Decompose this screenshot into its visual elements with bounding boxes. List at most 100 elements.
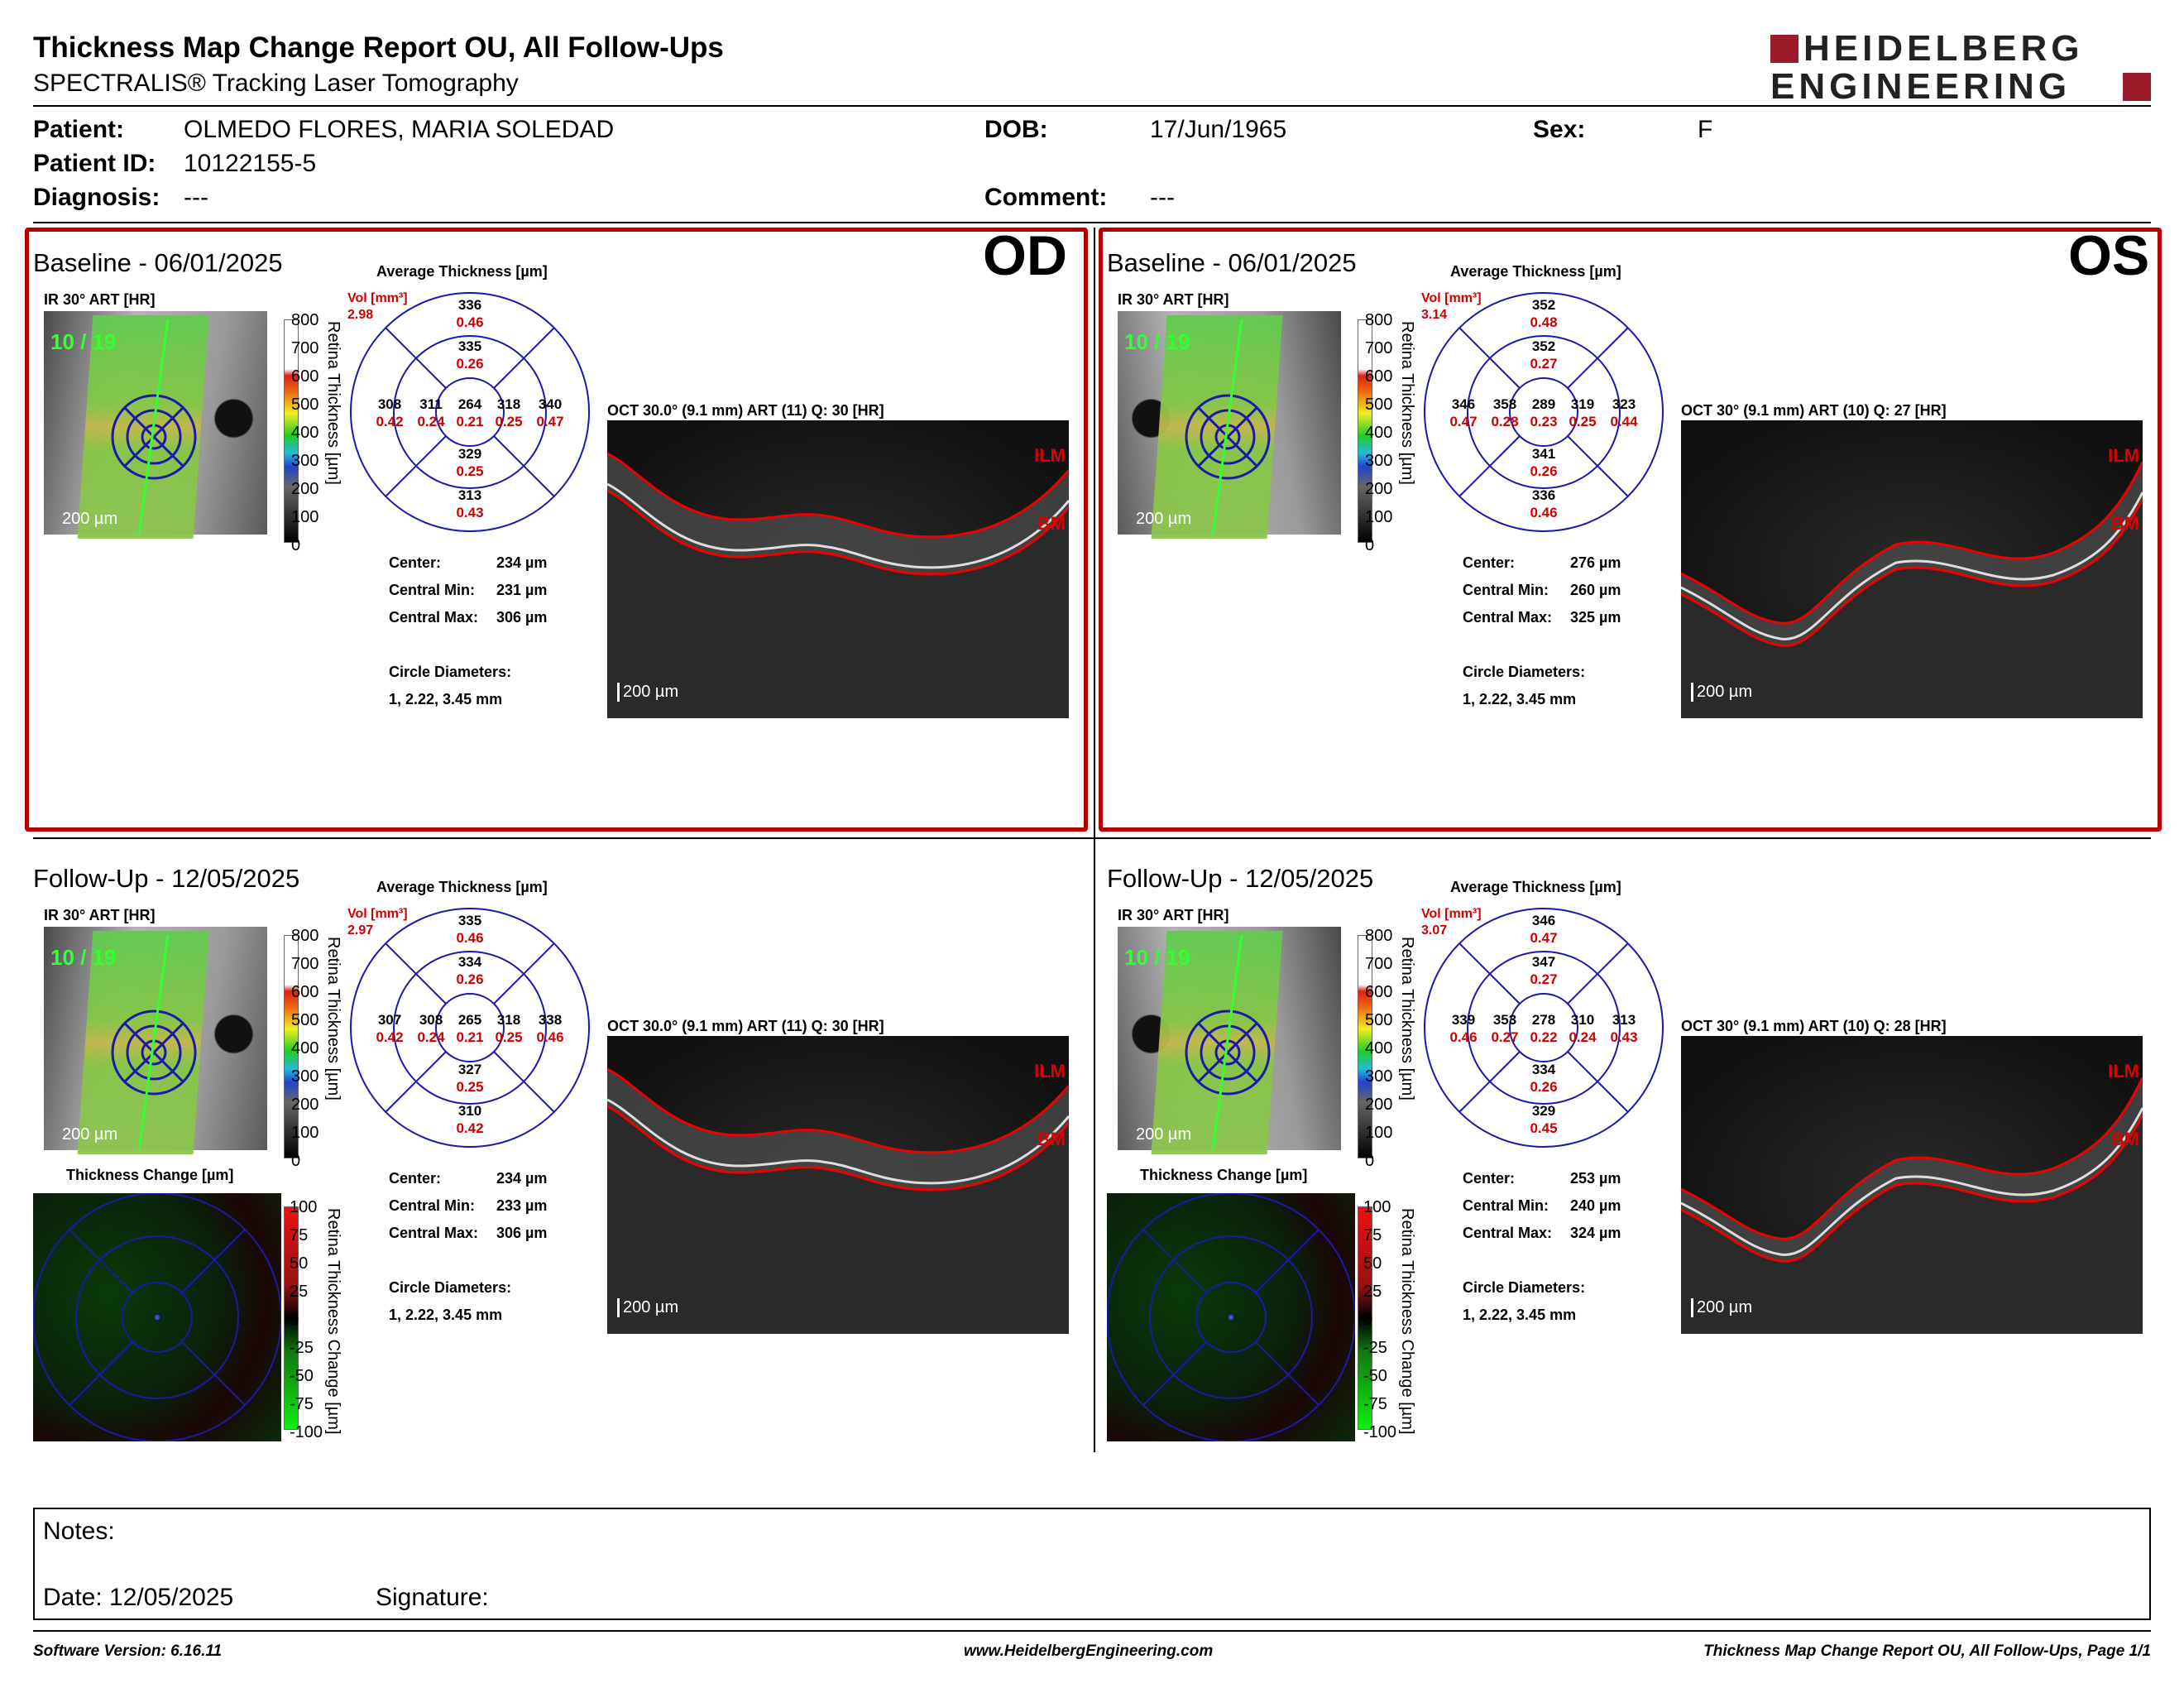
thickness-change-map[interactable]: [33, 1193, 281, 1441]
grid-cell-inas: 319 0.25: [1562, 396, 1603, 430]
colorbar-tick: 100: [1365, 508, 1393, 526]
grid-thickness-ii: 341: [1531, 446, 1556, 462]
logo-line2: ENGINEERING: [1770, 66, 2071, 107]
ilm-label: ILM: [1034, 445, 1066, 466]
vol-label: Vol [mm³]: [347, 907, 408, 921]
grid-cell-oi: 329 0.45: [1523, 1102, 1564, 1137]
colorbar-tick: 200: [1365, 1096, 1393, 1114]
os-label: OS: [2068, 224, 2150, 287]
ilm-label: ILM: [2108, 445, 2139, 466]
scan-count: 10 / 19: [50, 329, 117, 354]
scan-count: 10 / 19: [50, 945, 117, 970]
vol-label: Vol [mm³]: [1421, 907, 1482, 921]
colorbar-tick: 400: [291, 424, 319, 442]
dob-label: DOB:: [984, 116, 1048, 143]
grid-volume-inas: 0.24: [1569, 1029, 1597, 1045]
thickness-colorbar: [284, 319, 299, 543]
change-axis-label: Retina Thickness Change [µm]: [1398, 1208, 1416, 1435]
oct-bscan[interactable]: ILM BM 200 µm: [607, 1036, 1069, 1334]
oct-bscan[interactable]: ILM BM 200 µm: [1681, 420, 2143, 718]
notes-box[interactable]: Notes: Date: 12/05/2025 Signature:: [33, 1508, 2151, 1620]
grid-cell-on: 346 0.47: [1523, 912, 1564, 947]
fundus-scale: 200 µm: [62, 510, 118, 528]
grid-volume-in: 0.27: [1530, 356, 1558, 372]
grid-cell-onas: 323 0.44: [1603, 396, 1645, 430]
fundus-etdrs-grid: [111, 319, 197, 535]
grid-volume-it: 0.24: [417, 1029, 445, 1045]
info-divider: [33, 222, 2151, 223]
grid-volume-on: 0.48: [1530, 314, 1558, 330]
colorbar-tick: 800: [1365, 927, 1393, 945]
etdrs-grid: [1424, 908, 1664, 1148]
cmin-value: 260 µm: [1570, 582, 1621, 598]
grid-volume-c: 0.21: [456, 1029, 484, 1045]
mid-divider: [33, 837, 2151, 839]
etdrs-grid: [350, 292, 590, 532]
grid-cell-c: 289 0.23: [1523, 396, 1564, 430]
colorbar-tick: 100: [291, 1124, 319, 1142]
change-tick: -50: [290, 1367, 314, 1385]
grid-cell-it: 353 0.27: [1484, 1011, 1525, 1046]
fundus-scale: 200 µm: [62, 1125, 118, 1144]
oct-label: OCT 30° (9.1 mm) ART (10) Q: 28 [HR]: [1681, 1018, 1947, 1034]
change-tick: -50: [1363, 1367, 1387, 1385]
cmax-label: Central Max:: [1463, 1225, 1553, 1241]
change-axis-label: Retina Thickness Change [µm]: [324, 1208, 342, 1435]
center-value: 234 µm: [496, 554, 548, 571]
colorbar-tick: 700: [291, 339, 319, 357]
grid-volume-ot: 0.47: [1449, 414, 1478, 429]
grid-volume-onas: 0.46: [536, 1029, 564, 1045]
fundus-image[interactable]: 10 / 19 200 µm: [44, 927, 267, 1154]
grid-volume-oi: 0.46: [1530, 505, 1558, 520]
grid-volume-on: 0.46: [456, 930, 484, 946]
colorbar-tick: 100: [1365, 1124, 1393, 1142]
ilm-label: ILM: [2108, 1061, 2139, 1081]
grid-cell-on: 352 0.48: [1523, 296, 1564, 331]
grid-thickness-in: 334: [457, 954, 482, 970]
grid-volume-ii: 0.25: [456, 1079, 484, 1095]
circle-value: 1, 2.22, 3.45 mm: [1463, 691, 1577, 707]
grid-volume-it: 0.28: [1491, 414, 1519, 429]
colorbar-tick: 400: [1365, 1039, 1393, 1057]
fundus-image[interactable]: 10 / 19 200 µm: [44, 311, 267, 539]
grid-cell-ot: 339 0.46: [1443, 1011, 1484, 1046]
oct-bscan[interactable]: ILM BM 200 µm: [1681, 1036, 2143, 1334]
cmax-label: Central Max:: [389, 1225, 479, 1241]
colorbar-tick: 200: [291, 480, 319, 498]
grid-volume-inas: 0.25: [1569, 414, 1597, 429]
fundus-scale: 200 µm: [1136, 1125, 1192, 1144]
colorbar-tick: 300: [1365, 452, 1393, 470]
website-link[interactable]: www.HeidelbergEngineering.com: [964, 1642, 1214, 1660]
vol-value: 3.07: [1421, 923, 1448, 938]
oct-bscan[interactable]: ILM BM 200 µm: [607, 420, 1069, 718]
grid-cell-ii: 327 0.25: [449, 1061, 491, 1096]
circle-value: 1, 2.22, 3.45 mm: [389, 1307, 503, 1323]
fundus-image[interactable]: 10 / 19 200 µm: [1118, 311, 1341, 539]
change-tick: 100: [1363, 1198, 1391, 1216]
grid-volume-in: 0.27: [1530, 971, 1558, 987]
grid-cell-c: 265 0.21: [449, 1011, 491, 1046]
grid-cell-oi: 313 0.43: [449, 487, 491, 521]
change-tick: 50: [290, 1254, 309, 1273]
colorbar-tick: 500: [1365, 1011, 1393, 1029]
comment-label: Comment:: [984, 184, 1108, 211]
grid-cell-on: 335 0.46: [449, 912, 491, 947]
ir-image-label: IR 30° ART [HR]: [44, 907, 156, 923]
thickness-colorbar: [1358, 319, 1372, 543]
software-version: Software Version: 6.16.11: [33, 1642, 223, 1660]
change-tick: -25: [290, 1339, 314, 1357]
sex-value: F: [1698, 116, 1713, 143]
od-baseline-frame: [25, 228, 1088, 832]
grid-cell-in: 335 0.26: [449, 338, 491, 372]
center-value: 253 µm: [1570, 1170, 1621, 1187]
fundus-image[interactable]: 10 / 19 200 µm: [1118, 927, 1341, 1154]
grid-thickness-onas: 323: [1612, 396, 1636, 412]
followup-title: Follow-Up - 12/05/2025: [33, 864, 300, 893]
change-tick: 25: [1363, 1283, 1382, 1301]
colorbar-tick: 300: [291, 1067, 319, 1086]
thickness-colorbar: [1358, 935, 1372, 1158]
grid-cell-c: 278 0.22: [1523, 1011, 1564, 1046]
thickness-change-map[interactable]: [1107, 1193, 1355, 1441]
change-tick: 100: [290, 1198, 318, 1216]
os-followup-panel: Follow-Up - 12/05/2025 IR 30° ART [HR] 10 …: [1107, 864, 2158, 1460]
